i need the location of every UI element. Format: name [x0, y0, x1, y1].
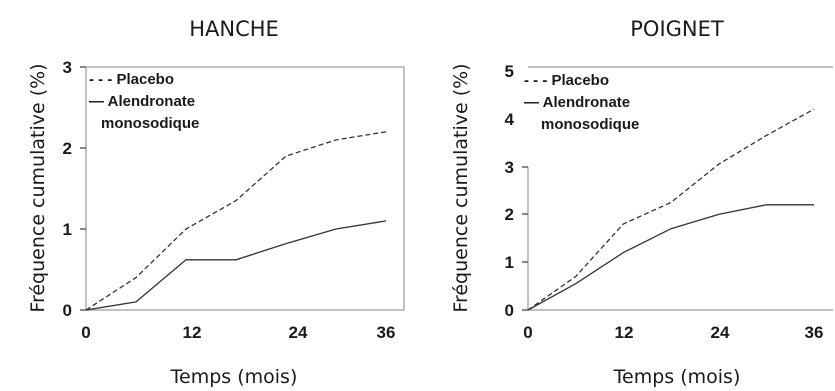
y-tick-label: 3 [505, 158, 514, 177]
legend: - - - Placebo — Alendronate monosodique [524, 72, 639, 133]
legend-item-placebo: - - - Placebo [524, 72, 609, 89]
chart-title: POIGNET [630, 17, 724, 41]
legend: - - - Placebo — Alendronate monosodique [89, 71, 199, 132]
x-tick-label: 12 [615, 323, 634, 342]
y-axis-label: Fréquence cumulative (%) [27, 63, 49, 312]
y-tick-label: 4 [505, 110, 515, 129]
y-tick-label: 2 [505, 205, 514, 224]
y-tick-label: 2 [63, 139, 72, 158]
x-tick-label: 0 [81, 323, 90, 342]
series-line-placebo [85, 131, 387, 311]
legend-item-alendronate: — Alendronate [89, 93, 195, 110]
chart-poignet: POIGNET Fréquence cumulative (%) Temps (… [450, 17, 833, 388]
x-tick-label: 36 [805, 323, 824, 342]
x-axis-label: Temps (mois) [613, 366, 741, 388]
legend-item-alendronate-line2: monosodique [541, 116, 639, 133]
chart-hanche: HANCHE Fréquence cumulative (%) Temps (m… [27, 17, 405, 388]
x-tick-label: 36 [377, 323, 396, 342]
x-tick-label: 0 [523, 323, 532, 342]
y-tick-label: 3 [63, 58, 72, 77]
x-tick-label: 24 [289, 323, 308, 342]
series-line-placebo [527, 108, 815, 311]
legend-item-alendronate: — Alendronate [524, 94, 630, 111]
chart-title: HANCHE [189, 17, 279, 41]
y-tick-label: 5 [505, 62, 514, 81]
y-tick-label: 1 [63, 220, 72, 239]
series-line-alendronate [85, 220, 387, 311]
y-tick-label: 0 [505, 301, 514, 320]
x-axis-label: Temps (mois) [170, 366, 298, 388]
series-line-alendronate [527, 204, 814, 311]
plot-frame [85, 66, 405, 311]
x-tick-label: 12 [183, 323, 202, 342]
y-tick-label: 1 [505, 253, 514, 272]
y-axis-label: Fréquence cumulative (%) [450, 63, 472, 312]
legend-item-alendronate-line2: monosodique [101, 115, 199, 132]
x-tick-label: 24 [711, 323, 730, 342]
y-tick-label: 0 [63, 301, 72, 320]
legend-item-placebo: - - - Placebo [89, 71, 174, 88]
